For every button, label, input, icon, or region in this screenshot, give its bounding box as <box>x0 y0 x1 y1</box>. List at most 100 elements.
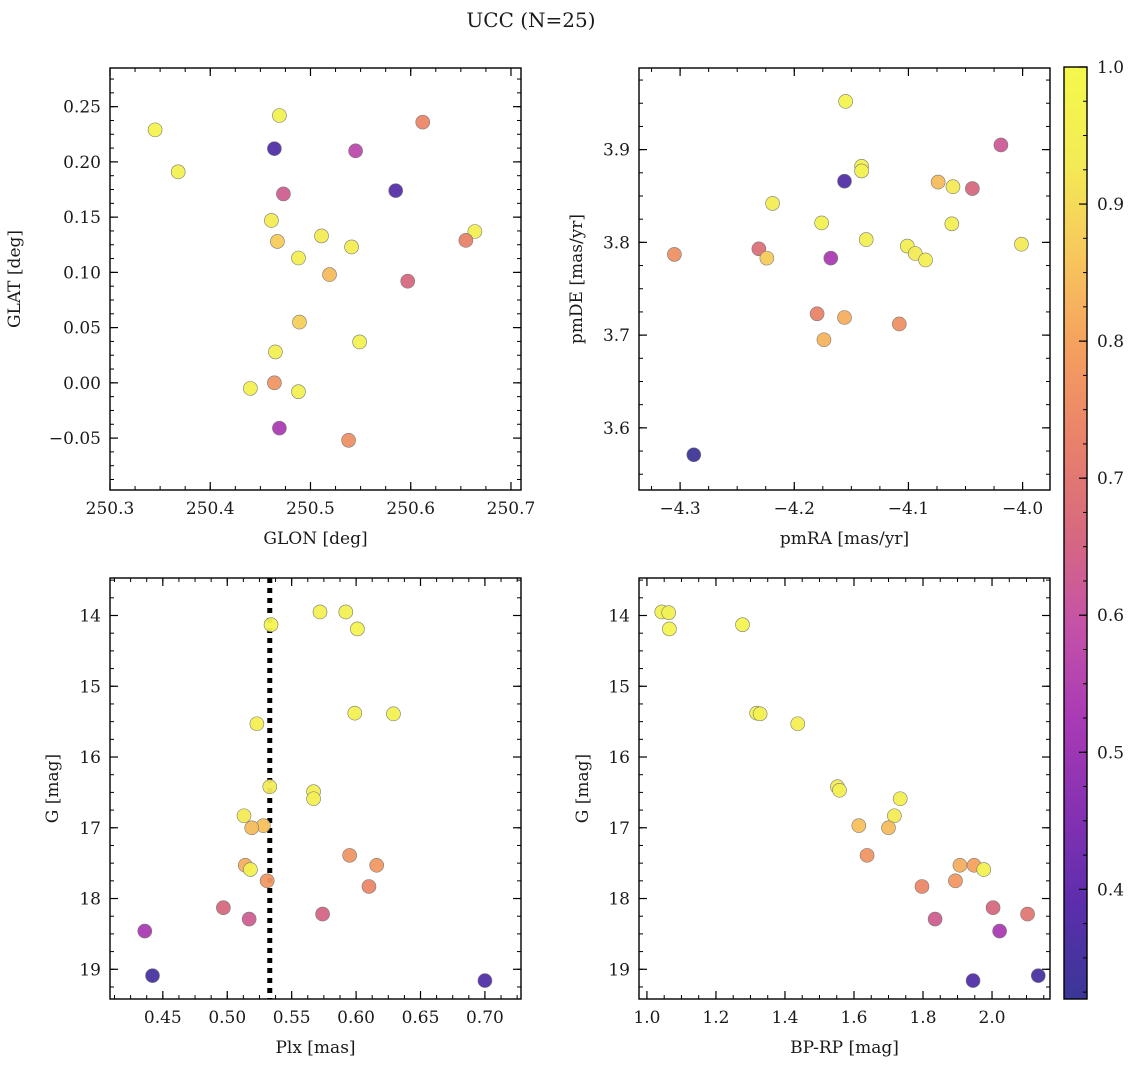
scatter-point <box>809 306 825 322</box>
scatter-point <box>930 174 946 190</box>
scatter-point <box>259 873 275 889</box>
scatter-point <box>276 186 291 202</box>
scatter-point <box>837 173 852 189</box>
y-tick-label: 19 <box>79 960 101 980</box>
x-tick-label: 1.8 <box>909 1008 936 1028</box>
x-tick-label: 1.6 <box>840 1008 867 1028</box>
y-tick-label: 18 <box>608 890 630 910</box>
scatter-point <box>477 973 493 988</box>
scatter-point <box>790 716 806 732</box>
scatter-point <box>400 273 416 289</box>
scatter-point <box>965 181 980 196</box>
x-tick-label: 0.55 <box>273 1008 311 1028</box>
axes-frame <box>638 67 1051 491</box>
y-tick-label: −0.05 <box>49 429 101 449</box>
scatter-point <box>369 857 384 873</box>
scatter-point <box>361 879 377 894</box>
y-axis-label: GLAT [deg] <box>5 230 25 328</box>
scatter-point <box>752 706 768 722</box>
axes-frame <box>638 577 1051 1000</box>
scatter-point <box>858 232 874 247</box>
scatter-point <box>348 143 363 159</box>
y-tick-label: 3.6 <box>603 419 630 439</box>
scatter-point <box>992 923 1007 939</box>
scatter-point <box>170 164 186 180</box>
scatter-point <box>243 862 258 877</box>
scatter-point <box>918 252 933 268</box>
scatter-point <box>267 141 282 156</box>
scatter-point <box>823 250 839 266</box>
scatter-point <box>268 344 283 360</box>
x-axis-label: Plx [mas] <box>275 1038 355 1058</box>
scatter-point <box>985 900 1001 916</box>
panel-top-right: −4.3 −4.2 −4.1 −4.0 3.6 3.7 3.8 3.9 pmRA [mas/yr… <box>567 67 1051 549</box>
panels: 250.3 250.4 250.5 250.6 250.7 −0.05 0.00 0.05 0.… <box>5 67 1051 1058</box>
x-tick-label: 1.4 <box>771 1008 798 1028</box>
figure-title: UCC (N=25) <box>466 8 595 32</box>
scatter-point <box>347 705 363 721</box>
y-tick-label: 16 <box>79 748 101 768</box>
colorbar-frame <box>1063 66 1088 1000</box>
scatter-point <box>270 234 285 249</box>
colorbar: 0.4 0.5 0.6 0.7 0.8 0.9 1.0 <box>1063 58 1124 1000</box>
colorbar-gradient <box>1064 67 1087 999</box>
y-axis-label: G [mag] <box>43 754 63 823</box>
scatter-point <box>1020 906 1035 922</box>
scatter-point <box>341 432 356 448</box>
scatter-point <box>322 267 337 282</box>
scatter-point <box>759 250 775 266</box>
x-axis-label: pmRA [mas/yr] <box>780 529 909 549</box>
y-tick-label: 3.7 <box>603 326 630 346</box>
y-axis-label: pmDE [mas/yr] <box>567 214 587 344</box>
scatter-point <box>350 621 365 637</box>
x-tick-label: 2.0 <box>979 1008 1006 1028</box>
x-tick-label: 0.45 <box>144 1008 182 1028</box>
y-tick-label: 0.15 <box>63 208 101 228</box>
x-tick-label: 0.50 <box>208 1008 246 1028</box>
scatter-point <box>891 316 907 332</box>
x-tick-label: −4.2 <box>774 499 815 519</box>
scatter-point <box>216 900 231 916</box>
scatter-point <box>272 420 287 436</box>
x-tick-label: −4.1 <box>888 499 929 519</box>
scatter-point <box>312 604 328 620</box>
y-tick-label: 16 <box>608 748 630 768</box>
scatter-point <box>1014 236 1029 252</box>
y-tick-label: 17 <box>608 819 630 839</box>
scatter-point <box>854 163 869 179</box>
scatter-point <box>814 215 829 231</box>
x-axis-label: BP-RP [mag] <box>790 1038 899 1058</box>
x-tick-label: 250.5 <box>286 499 335 519</box>
scatter-point <box>467 224 483 239</box>
panel-bottom-left: 0.45 0.50 0.55 0.60 0.65 0.70 14 15 16 17 18 19 Plx … <box>43 577 522 1058</box>
y-tick-label: 0.25 <box>63 98 101 118</box>
x-tick-label: 1.2 <box>702 1008 729 1028</box>
scatter-point <box>892 791 908 807</box>
scatter-point <box>662 621 677 637</box>
scatter-point <box>249 716 265 732</box>
scatter-point <box>837 310 852 325</box>
scatter-point <box>965 973 981 988</box>
scatter-point <box>944 216 960 232</box>
y-tick-label: 15 <box>608 677 630 697</box>
scatter-point <box>291 384 306 399</box>
scatter-point <box>344 239 359 255</box>
x-tick-label: 250.7 <box>487 499 536 519</box>
scatter-point <box>386 706 401 722</box>
scatter-point <box>263 617 279 632</box>
scatter-point <box>243 381 258 396</box>
scatter-point <box>314 228 329 244</box>
scatter-point <box>342 848 357 863</box>
scatter-point <box>137 923 153 939</box>
x-tick-label: 250.4 <box>186 499 235 519</box>
scatter-point <box>267 375 282 391</box>
scatter-point <box>338 604 354 620</box>
scatter-point <box>291 250 306 266</box>
colorbar-tick-label: 0.4 <box>1097 880 1124 900</box>
x-tick-label: 250.3 <box>86 499 135 519</box>
scatter-point <box>765 196 780 211</box>
scatter-point <box>667 247 682 262</box>
x-tick-label: 0.70 <box>466 1008 504 1028</box>
scatter-point <box>914 879 930 894</box>
